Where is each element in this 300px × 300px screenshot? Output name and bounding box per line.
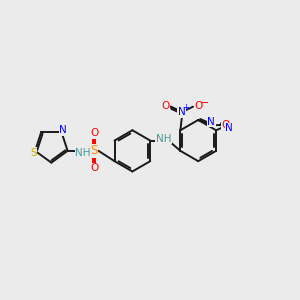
Text: O: O: [91, 128, 99, 139]
Text: O: O: [91, 163, 99, 173]
Text: NH: NH: [75, 148, 91, 158]
Text: +: +: [182, 103, 189, 112]
Text: NH: NH: [156, 134, 171, 144]
Text: O: O: [161, 101, 170, 111]
Text: N: N: [59, 125, 67, 135]
Text: S: S: [90, 144, 98, 158]
Text: S: S: [30, 148, 37, 158]
Text: N: N: [225, 124, 233, 134]
Text: O: O: [222, 120, 230, 130]
Text: O: O: [194, 101, 202, 111]
Text: N: N: [178, 107, 186, 117]
Text: −: −: [200, 98, 209, 108]
Text: N: N: [207, 117, 215, 127]
